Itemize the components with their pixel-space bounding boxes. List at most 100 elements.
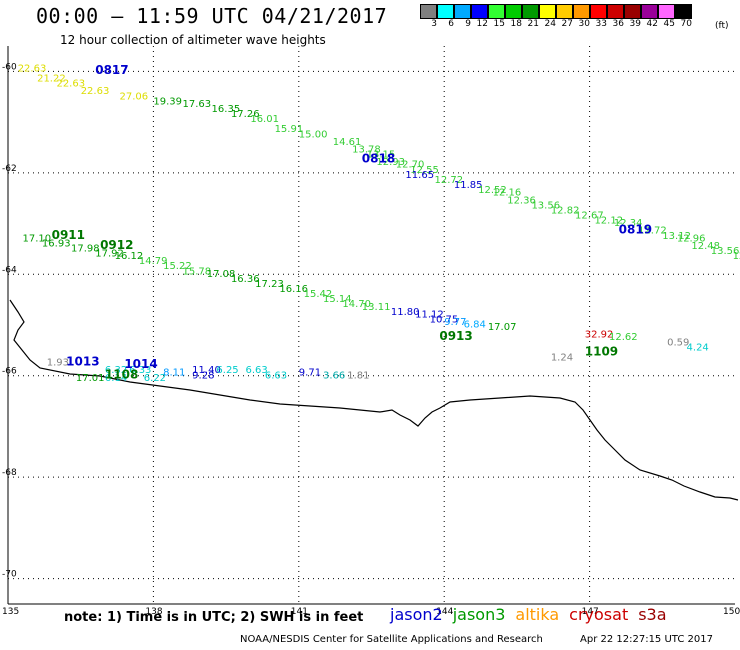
legend-swatch [675, 4, 692, 19]
legend-label: 9 [465, 19, 471, 29]
swh-value: 6.14 [105, 373, 127, 384]
swh-value: 32.92 [585, 330, 614, 341]
swh-value: 6.25 [216, 365, 238, 376]
lat-tick-label: -66 [2, 367, 17, 377]
legend-label: 27 [561, 19, 573, 29]
legend-swatch [624, 4, 641, 19]
legend-swatch [556, 4, 573, 19]
track-time-label: 1014 [124, 357, 157, 371]
swh-value: 13.12 [662, 231, 691, 242]
swh-value: 16.36 [231, 274, 260, 285]
swh-value: 11.85 [454, 180, 483, 191]
swh-value: 16.12 [115, 251, 144, 262]
swh-value: 17.08 [207, 269, 236, 280]
swh-value: 1.93 [47, 358, 69, 369]
legend-unit: (ft) [715, 21, 729, 31]
lon-tick-label: 135 [2, 607, 19, 617]
swh-value: 9.28 [192, 370, 214, 381]
antarctic-coastline [9, 299, 739, 501]
swh-value: 16.01 [250, 114, 279, 125]
legend-label: 30 [578, 19, 590, 29]
swh-value: 22.63 [81, 86, 110, 97]
swh-value: 13.11 [362, 302, 391, 313]
legend-swatch [420, 4, 437, 19]
legend-label: 18 [510, 19, 522, 29]
swh-value: 8.11 [163, 368, 185, 379]
note-text: note: 1) Time is in UTC; 2) SWH is in fe… [64, 610, 364, 625]
legend-label: 12 [476, 19, 488, 29]
legend-swatch [539, 4, 556, 19]
swh-value: 12.62 [609, 332, 638, 343]
legend-label: 42 [646, 19, 658, 29]
footer-agency: NOAA/NESDIS Center for Satellite Applica… [240, 634, 543, 645]
swh-value: 17.07 [488, 322, 517, 333]
swh-value: 9.77 [444, 317, 466, 328]
legend-label: 15 [493, 19, 505, 29]
swh-value: 1.81 [347, 370, 369, 381]
satellite-s3a: s3a [638, 605, 667, 624]
legend-swatch [607, 4, 624, 19]
chart-subtitle: 12 hour collection of altimeter wave hei… [60, 33, 326, 47]
legend-swatch [437, 4, 454, 19]
swh-value: 12.48 [691, 241, 720, 252]
swh-value: 17.63 [182, 99, 211, 110]
lon-tick-label: 150 [723, 607, 740, 617]
swh-value: 12.12 [594, 216, 623, 227]
satellite-legend: jason2 jason3 altika cryosat s3a [390, 605, 677, 624]
lat-tick-label: -70 [2, 570, 17, 580]
swh-value: 14.61 [333, 137, 362, 148]
legend-labels: 3 6 9 12 15 18 21 24 27 30 33 36 39 42 45 70 [420, 19, 692, 29]
legend-label: 36 [612, 19, 624, 29]
swh-value: 12.72 [638, 226, 667, 237]
swh-value: 1.24 [551, 353, 573, 364]
swh-value: 12.52 [478, 185, 507, 196]
track-time-label: 0913 [439, 329, 472, 343]
chart-title: 00:00 – 11:59 UTC 04/21/2017 [36, 4, 388, 28]
satellite-jason3: jason3 [452, 605, 506, 624]
legend-swatch [471, 4, 488, 19]
swh-value: 6.32 [105, 365, 127, 376]
lat-tick-label: -68 [2, 468, 17, 478]
legend-swatch [505, 4, 522, 19]
lat-lon-grid [8, 46, 735, 604]
legend-swatch [590, 4, 607, 19]
legend-swatch [573, 4, 590, 19]
swh-value: 12.16 [493, 188, 522, 199]
swh-value: 6.84 [464, 320, 486, 331]
track-time-label: 1013 [66, 355, 99, 369]
map-frame [7, 46, 735, 605]
axis-ticks: 135 138 141 144 147 150-60-62-64-66-68-70 [2, 62, 740, 617]
track-time-label: 0818 [362, 152, 395, 166]
legend-label: 70 [680, 19, 692, 29]
swh-value: 13.15 [367, 150, 396, 161]
track-time-label: 1109 [585, 344, 618, 358]
swh-value: 12.36 [507, 195, 536, 206]
lat-tick-label: -62 [2, 164, 17, 174]
swh-value: 12.70 [396, 160, 425, 171]
swh-value: 10.75 [430, 314, 459, 325]
legend-swatch [488, 4, 505, 19]
satellite-cryosat: cryosat [569, 605, 629, 624]
swh-value: 12.88 [733, 251, 740, 262]
legend-label: 21 [527, 19, 539, 29]
swh-value: 16.93 [42, 238, 71, 249]
track-time-label: 1108 [105, 367, 138, 381]
swh-value: 15.14 [323, 294, 352, 305]
swh-value: 12.67 [575, 210, 604, 221]
lat-tick-label: -64 [2, 265, 17, 275]
swh-value: 13.56 [711, 246, 740, 257]
legend-label: 39 [629, 19, 641, 29]
legend-swatch [454, 4, 471, 19]
swh-value: 17.26 [231, 109, 260, 120]
satellite-altika: altika [515, 605, 560, 624]
legend-label: 24 [544, 19, 556, 29]
swh-value: 21.22 [37, 74, 66, 85]
swh-value: 16.16 [279, 284, 308, 295]
legend-label: 33 [595, 19, 607, 29]
legend-swatch [658, 4, 675, 19]
swh-value: 12.34 [614, 218, 643, 229]
swh-value: 14.70 [342, 299, 371, 310]
swh-value: 16.35 [212, 104, 241, 115]
swh-value: 13.56 [531, 200, 560, 211]
